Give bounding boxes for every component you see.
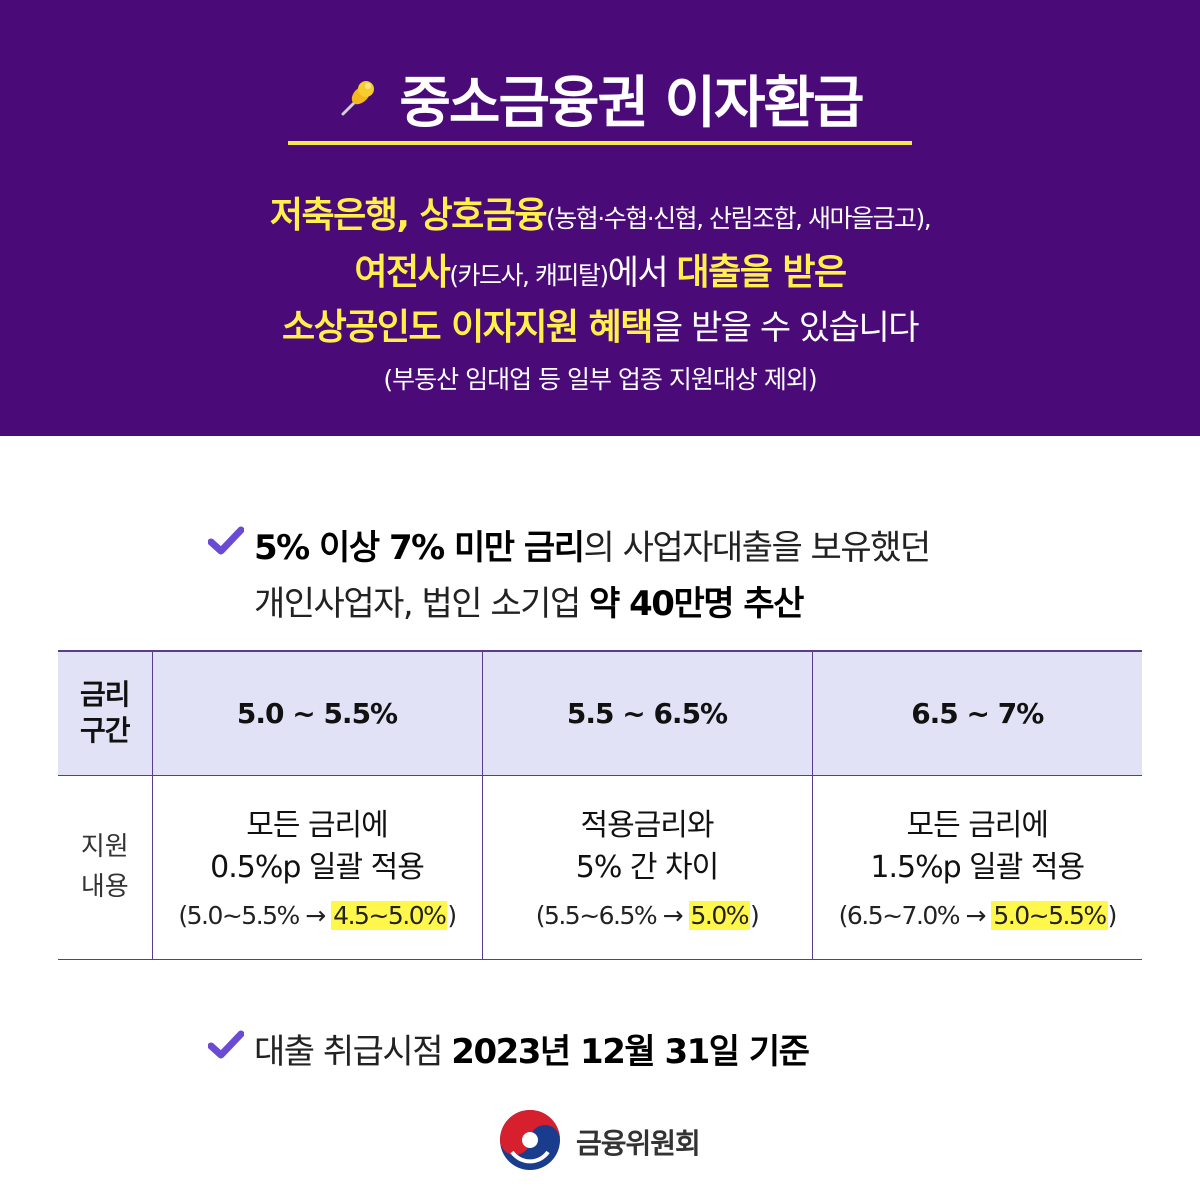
bullet-target-line-1: 5% 이상 7% 미만 금리의 사업자대출을 보유했던 (254, 520, 931, 569)
cell-line-2: 0.5%p 일괄 적용 (210, 849, 425, 885)
bullet-target-line-2: 개인사업자, 법인 소기업 약 40만명 추산 (254, 576, 804, 625)
table-cell: 모든 금리에 0.5%p 일괄 적용 (5.0~5.5% → 4.5~5.0%) (151, 775, 482, 959)
bullet-target-bold-2: 약 40만명 추산 (589, 584, 804, 624)
subtitle-line-2: 여전사(카드사, 캐피탈)에서 대출을 받은 (0, 243, 1200, 295)
cell-line-2: 5% 간 차이 (575, 849, 719, 885)
subtitle-line-3: 소상공인도 이자지원 혜택을 받을 수 있습니다 (0, 298, 1200, 350)
cell-rate-close: ) (1107, 900, 1118, 930)
page-title: 중소금융권 이자환급 (399, 70, 864, 136)
subtitle-highlight-4: 소상공인도 이자지원 혜택 (281, 307, 653, 348)
bullet-target-text-1: 의 사업자대출을 보유했던 (583, 528, 931, 568)
subtitle-highlight-1: 저축은행, 상호금융 (269, 195, 548, 236)
table-cell: 모든 금리에 1.5%p 일괄 적용 (6.5~7.0% → 5.0~5.5%) (811, 775, 1142, 959)
cell-rate-change: (5.5~6.5% → 5.0%) (484, 900, 811, 930)
cell-rate-close: ) (447, 900, 457, 930)
subtitle-highlight-2: 여전사 (354, 252, 450, 293)
cell-line-2: 1.5%p 일괄 적용 (870, 849, 1085, 885)
cell-line-1: 적용금리와 (580, 807, 715, 843)
table-row: 지원 내용 모든 금리에 0.5%p 일괄 적용 (5.0~5.5% → 4.5… (58, 775, 1142, 959)
bullet-date-text: 대출 취급시점 (254, 1032, 452, 1072)
subtitle-highlight-3: 대출을 받은 (676, 252, 848, 293)
header-banner: 중소금융권 이자환급 저축은행, 상호금융(농협·수협·신협, 산림조합, 새마… (0, 0, 1200, 436)
table-header-row: 금리 구간 5.0 ~ 5.5% 5.5 ~ 6.5% 6.5 ~ 7% (58, 651, 1142, 775)
cell-rate-change: (5.0~5.5% → 4.5~5.0%) (154, 900, 481, 930)
pushpin-icon (337, 78, 377, 118)
cell-rate-close: ) (750, 900, 760, 930)
cell-rate-from: (5.0~5.5% → (178, 900, 332, 930)
rate-table: 금리 구간 5.0 ~ 5.5% 5.5 ~ 6.5% 6.5 ~ 7% 지원 … (58, 650, 1142, 960)
header-rate-label-line-1: 금리 (79, 678, 131, 712)
title-underline (288, 141, 912, 145)
taegeuk-logo-icon (498, 1108, 562, 1172)
subtitle-text-2: 에서 (607, 253, 677, 293)
row-support-label: 지원 내용 (58, 775, 152, 959)
header-rate-label-line-2: 구간 (79, 714, 131, 748)
cell-rate-from: (6.5~7.0% → (838, 900, 992, 930)
subtitle-text-3: 을 받을 수 있습니다 (651, 308, 920, 348)
header-rate-label: 금리 구간 (58, 651, 152, 775)
title-row: 중소금융권 이자환급 (0, 58, 1200, 138)
cell-rate-to-highlight: 5.0~5.5% (991, 900, 1108, 930)
cell-line-1: 모든 금리에 (246, 807, 389, 843)
column-header: 5.5 ~ 6.5% (481, 651, 812, 775)
cell-rate-from: (5.5~6.5% → (535, 900, 689, 930)
column-header: 6.5 ~ 7% (811, 651, 1142, 775)
subtitle-note-2: (카드사, 캐피탈) (449, 261, 609, 290)
table-cell: 적용금리와 5% 간 차이 (5.5~6.5% → 5.0%) (481, 775, 812, 959)
cell-line-1: 모든 금리에 (906, 807, 1049, 843)
subtitle-note-1: (농협·수협·신협, 산림조합, 새마을금고), (546, 204, 932, 233)
cell-rate-change: (6.5~7.0% → 5.0~5.5%) (814, 900, 1142, 930)
bullet-date-bold: 2023년 12월 31일 기준 (451, 1032, 810, 1072)
cell-rate-to-highlight: 5.0% (688, 900, 751, 930)
bullet-target-text-2: 개인사업자, 법인 소기업 (254, 584, 590, 624)
row-support-label-line-1: 지원 (80, 832, 129, 862)
bullet-target-bold-1: 5% 이상 7% 미만 금리 (254, 528, 585, 568)
cell-rate-to-highlight: 4.5~5.0% (331, 900, 448, 930)
exclusion-note: (부동산 임대업 등 일부 업종 지원대상 제외) (383, 365, 817, 394)
bullet-date-line: 대출 취급시점 2023년 12월 31일 기준 (254, 1024, 810, 1073)
organization-name: 금융위원회 (576, 1127, 701, 1160)
subtitle-line-1: 저축은행, 상호금융(농협·수협·신협, 산림조합, 새마을금고), (0, 186, 1200, 238)
checkmark-icon (207, 1030, 245, 1060)
checkmark-icon (207, 526, 245, 556)
column-header: 5.0 ~ 5.5% (151, 651, 482, 775)
row-support-label-line-2: 내용 (80, 872, 129, 902)
